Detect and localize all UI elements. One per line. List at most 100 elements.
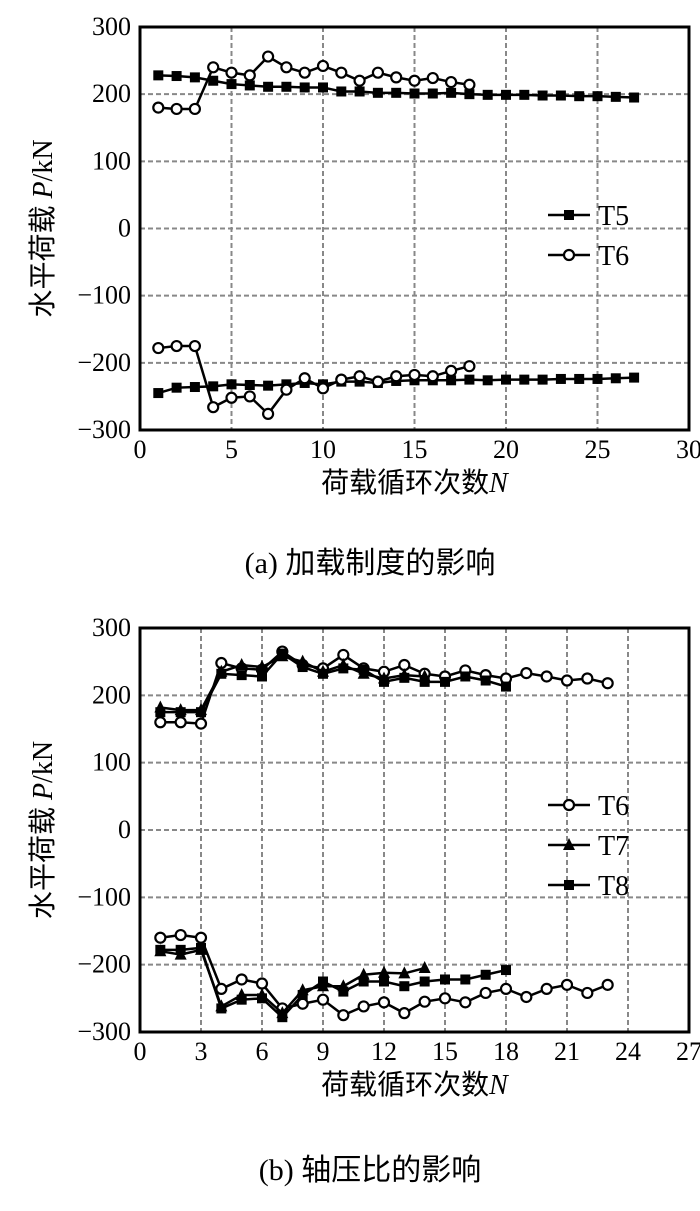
data-point-T5 [153, 70, 164, 81]
x-axis-label-var: N [488, 468, 509, 499]
data-point-T5 [171, 71, 182, 82]
data-point-T8 [297, 989, 308, 1000]
y-tick-label: 0 [118, 214, 131, 243]
data-point-T6 [390, 370, 403, 383]
data-point-T6 [408, 74, 421, 87]
data-point-T8 [338, 986, 349, 997]
data-point-T8 [175, 707, 186, 718]
data-point-T8 [155, 944, 166, 955]
x-tick-label: 6 [256, 1037, 269, 1066]
data-point-T6 [243, 390, 256, 403]
data-point-T8 [338, 663, 349, 674]
data-point-T6 [262, 50, 275, 63]
y-tick-label: −100 [77, 882, 131, 911]
data-point-T5 [427, 88, 438, 99]
data-point-T5 [501, 374, 511, 385]
data-point-T8 [480, 969, 491, 980]
data-point-T8 [501, 681, 511, 692]
data-point-T7 [256, 660, 268, 673]
data-point-T6 [194, 931, 208, 944]
data-point-T8 [399, 981, 410, 992]
data-point-T6 [438, 992, 452, 1005]
y-axis-label: 水平荷载 P/kN [27, 741, 59, 919]
data-point-T6 [418, 995, 431, 1008]
data-point-T6 [520, 667, 533, 680]
data-point-T8 [419, 676, 430, 687]
data-point-T6 [445, 75, 458, 89]
x-tick-label: 0 [134, 435, 147, 464]
data-point-T6 [398, 1007, 411, 1020]
data-point-T5 [537, 374, 548, 385]
data-point-T6 [207, 401, 220, 414]
chart-caption: (a) 加载制度的影响 [245, 547, 496, 580]
data-point-T5 [226, 79, 237, 90]
legend-marker-T6 [562, 248, 576, 262]
legend-label-T8: T8 [598, 871, 629, 902]
plot-frame [138, 25, 691, 432]
data-point-T8 [358, 664, 369, 675]
data-point-T6 [335, 373, 348, 386]
data-point-T8 [216, 1003, 227, 1014]
data-point-T6 [174, 716, 187, 729]
data-point-T5 [244, 80, 255, 91]
x-tick-label: 0 [134, 1037, 147, 1066]
data-point-T8 [277, 648, 288, 659]
data-point-T6 [426, 71, 439, 85]
data-point-T7 [378, 965, 390, 978]
data-point-T6 [499, 982, 513, 996]
x-tick-label: 9 [317, 1037, 330, 1066]
data-point-T7 [235, 658, 248, 671]
legend-marker-T6 [562, 798, 576, 812]
y-axis-label-var: P [28, 783, 59, 801]
legend-marker-T7 [563, 838, 575, 850]
data-point-T8 [379, 976, 389, 987]
data-point-T6 [560, 674, 574, 687]
y-tick-label: 0 [118, 815, 131, 844]
y-axis-label-var: P [28, 181, 59, 199]
data-point-T6 [225, 391, 238, 404]
data-point-T6 [207, 61, 220, 74]
data-point-T5 [519, 89, 530, 100]
x-axis-label-var: N [488, 1070, 509, 1101]
x-tick-label: 20 [493, 435, 519, 464]
data-point-T5 [372, 87, 383, 98]
data-point-T5 [574, 91, 585, 102]
data-point-T6 [426, 370, 439, 383]
data-point-T6 [262, 407, 275, 420]
data-point-T7 [398, 966, 411, 979]
data-point-T5 [244, 379, 255, 390]
x-tick-label: 18 [493, 1037, 519, 1066]
data-point-T6 [520, 990, 533, 1004]
data-point-T8 [297, 662, 308, 673]
data-point-T6 [152, 341, 165, 355]
data-point-T6 [601, 978, 614, 991]
data-point-T5 [464, 374, 475, 385]
y-axis-label-text: 水平荷载 [27, 800, 59, 919]
data-point-T6 [463, 360, 476, 373]
data-point-T6 [154, 931, 167, 944]
series-line-T6-positive [158, 54, 470, 111]
data-point-T8 [318, 668, 328, 679]
data-point-T6 [371, 375, 384, 388]
data-point-T6 [581, 672, 594, 685]
x-tick-label: 3 [195, 1037, 208, 1066]
data-point-T6 [459, 996, 472, 1009]
data-point-T6 [188, 102, 201, 116]
data-point-T8 [175, 944, 186, 955]
chart-a: 0 5 10 15 20 25 30 −300 −200 −100 0 100 200 300 T5 T6 荷载… [27, 12, 700, 580]
y-axis-label: 水平荷载 P/kN [27, 139, 59, 317]
data-point-T5 [482, 89, 493, 100]
x-tick-label: 27 [676, 1037, 700, 1066]
data-point-T6 [337, 1009, 350, 1022]
x-tick-label: 15 [402, 435, 428, 464]
data-point-T8 [318, 976, 328, 987]
data-point-T6 [243, 69, 256, 82]
data-point-T5 [153, 388, 164, 399]
data-point-T8 [155, 707, 166, 718]
chart-b: 0 3 6 9 12 15 18 21 24 27 −300 −200 −100 0 100 200 300 T6… [27, 613, 700, 1187]
data-point-T8 [440, 676, 450, 687]
y-tick-label: −100 [77, 281, 131, 310]
data-point-T6 [581, 986, 594, 1000]
data-point-T8 [257, 671, 267, 682]
